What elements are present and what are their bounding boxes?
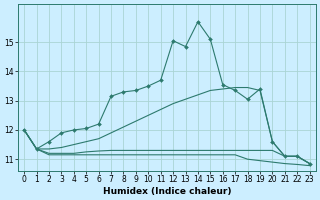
X-axis label: Humidex (Indice chaleur): Humidex (Indice chaleur) — [103, 187, 231, 196]
